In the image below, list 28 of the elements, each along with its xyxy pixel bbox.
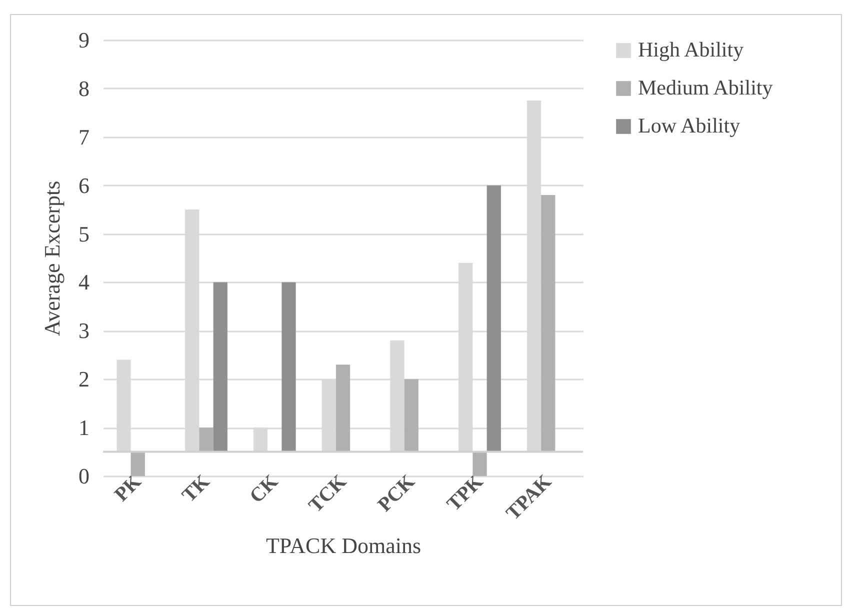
bar: [404, 379, 418, 452]
y-tick-label: 5: [78, 221, 90, 246]
legend-label: Low Ability: [638, 114, 741, 138]
y-tick-label: 6: [78, 172, 90, 198]
x-axis-title: TPACK Domains: [266, 532, 422, 558]
y-tick-label: 8: [78, 76, 90, 101]
bar: [486, 185, 501, 452]
x-tick-label: CK: [246, 470, 283, 508]
x-tick-label: TK: [178, 470, 214, 507]
bar: [130, 452, 145, 476]
y-tick-label: 4: [78, 270, 90, 295]
y-tick-label: 0: [78, 464, 90, 488]
legend-label: Medium Ability: [638, 76, 774, 100]
y-axis-title: Average Excerpts: [40, 180, 64, 336]
y-tick-label: 2: [78, 366, 90, 392]
bar: [199, 428, 214, 452]
legend-label: High Ability: [638, 38, 744, 62]
bar: [472, 452, 487, 476]
y-tick-label: 9: [78, 28, 90, 52]
y-tick-label: 7: [78, 124, 90, 150]
bar: [541, 195, 556, 452]
x-tick-label: PK: [110, 470, 146, 506]
bar: [336, 364, 350, 452]
x-tick-label: TPK: [442, 470, 488, 516]
bar: [213, 282, 228, 452]
y-tick-label: 1: [78, 415, 90, 440]
y-tick-label: 3: [78, 318, 90, 344]
bar: [282, 282, 296, 452]
